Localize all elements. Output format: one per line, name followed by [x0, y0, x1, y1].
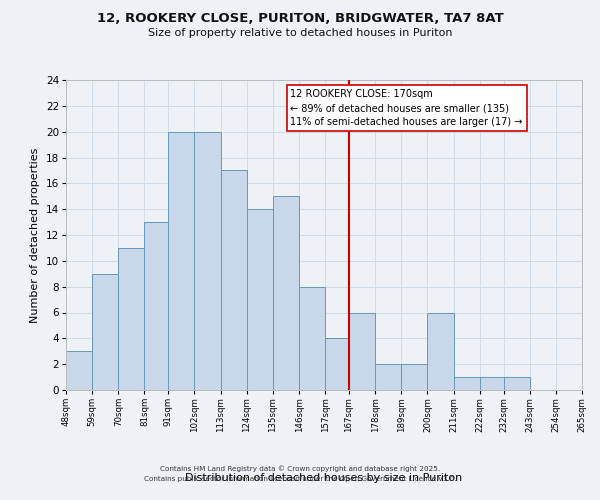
- Bar: [92, 274, 118, 390]
- Bar: [299, 286, 325, 390]
- Bar: [247, 209, 273, 390]
- Bar: [194, 132, 221, 390]
- Bar: [480, 377, 503, 390]
- Bar: [145, 222, 168, 390]
- Text: Contains HM Land Registry data © Crown copyright and database right 2025.: Contains HM Land Registry data © Crown c…: [160, 466, 440, 472]
- Bar: [503, 377, 530, 390]
- X-axis label: Distribution of detached houses by size in Puriton: Distribution of detached houses by size …: [185, 474, 463, 484]
- Bar: [427, 312, 454, 390]
- Text: Contains public sector information licensed under the Open Government Licence v3: Contains public sector information licen…: [144, 476, 456, 482]
- Bar: [273, 196, 299, 390]
- Text: 12, ROOKERY CLOSE, PURITON, BRIDGWATER, TA7 8AT: 12, ROOKERY CLOSE, PURITON, BRIDGWATER, …: [97, 12, 503, 26]
- Bar: [66, 351, 92, 390]
- Bar: [349, 312, 375, 390]
- Bar: [168, 132, 194, 390]
- Y-axis label: Number of detached properties: Number of detached properties: [30, 148, 40, 322]
- Bar: [325, 338, 349, 390]
- Bar: [221, 170, 247, 390]
- Text: 12 ROOKERY CLOSE: 170sqm
← 89% of detached houses are smaller (135)
11% of semi-: 12 ROOKERY CLOSE: 170sqm ← 89% of detach…: [290, 90, 523, 128]
- Bar: [118, 248, 145, 390]
- Bar: [454, 377, 480, 390]
- Text: Size of property relative to detached houses in Puriton: Size of property relative to detached ho…: [148, 28, 452, 38]
- Bar: [401, 364, 427, 390]
- Bar: [375, 364, 401, 390]
